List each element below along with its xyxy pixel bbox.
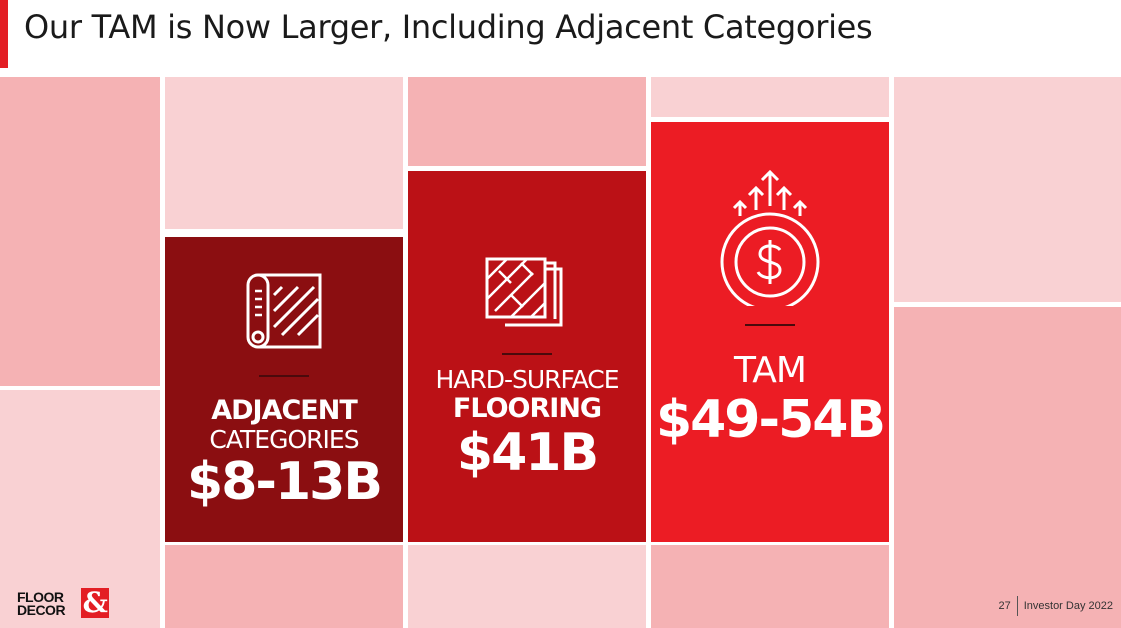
- card-line1: ADJACENT: [211, 395, 358, 426]
- bg-tile: [651, 77, 889, 117]
- page-number: 27: [998, 599, 1011, 612]
- logo-ampersand: &: [81, 586, 109, 619]
- card-line1: TAM: [734, 350, 807, 391]
- bg-tile: [165, 545, 403, 628]
- card-divider: [745, 324, 795, 326]
- floor-decor-logo: FLOOR DECOR &: [17, 588, 109, 618]
- floor-tiles-icon: [481, 255, 573, 341]
- card-value: $41B: [456, 423, 599, 483]
- bg-tile: [651, 545, 889, 628]
- bg-tile: [0, 390, 160, 628]
- title-accent-bar: [0, 0, 8, 68]
- bg-tile: [165, 77, 403, 229]
- slide-title: Our TAM is Now Larger, Including Adjacen…: [24, 8, 873, 46]
- footer-divider: [1016, 596, 1018, 616]
- rolled-rug-icon: [238, 265, 330, 361]
- bg-tile: [894, 307, 1121, 628]
- tam-card: TAM $49-54B: [651, 122, 889, 542]
- card-value: $8-13B: [187, 452, 383, 512]
- card-divider: [502, 353, 552, 355]
- bg-tile: [408, 545, 646, 628]
- bg-tile: [894, 77, 1121, 302]
- card-line2: CATEGORIES: [209, 425, 359, 454]
- card-value: $49-54B: [655, 390, 886, 450]
- logo-line2: DECOR: [17, 602, 66, 618]
- card-line1: HARD-SURFACE: [435, 365, 619, 394]
- hard-surface-flooring-card: HARD-SURFACE FLOORING $41B: [408, 171, 646, 542]
- bg-tile: [408, 77, 646, 166]
- logo-line1: FLOOR: [17, 589, 64, 605]
- adjacent-categories-card: ADJACENT CATEGORIES $8-13B: [165, 237, 403, 542]
- bg-tile: [0, 77, 160, 386]
- slide-footer: 27 Investor Day 2022: [998, 596, 1113, 616]
- card-divider: [259, 375, 309, 377]
- card-line2: FLOORING: [452, 393, 602, 424]
- event-name: Investor Day 2022: [1023, 599, 1113, 612]
- dollar-growth-icon: [718, 166, 822, 312]
